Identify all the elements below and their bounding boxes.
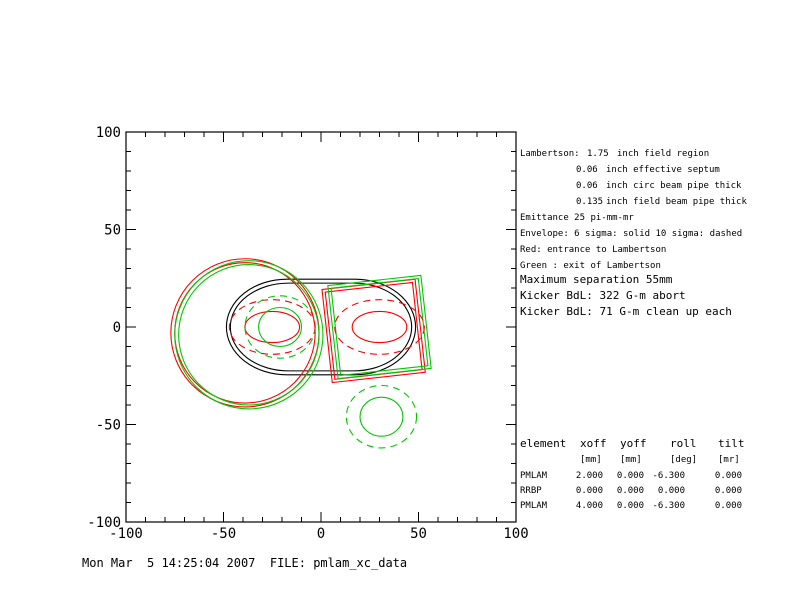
x-tick-label: -100 (109, 526, 143, 542)
table-cell: 0.000 (617, 501, 644, 511)
septum-value: 0.06 (576, 165, 598, 175)
field-beam-pipe-exit-outer (174, 260, 324, 410)
x-tick-label: 0 (317, 526, 325, 542)
extracted-beam-entrance-10-sigma (334, 299, 425, 355)
envelope-text: Envelope: 6 sigma: solid 10 sigma: dashe… (520, 229, 742, 239)
table-cell: PMLAM (520, 501, 548, 511)
y-tick-label: 50 (104, 223, 121, 239)
y-tick-label: 0 (113, 320, 121, 336)
field-pipe-value: 0.135 (576, 197, 603, 207)
table-cell: -6.300 (652, 471, 685, 481)
x-tick-label: 50 (410, 526, 427, 542)
extracted-beam-entrance-6-sigma (351, 310, 408, 344)
septum-unit: inch effective septum (606, 165, 720, 175)
table-header: tilt (718, 437, 745, 450)
circ-pipe-unit: inch circ beam pipe thick (606, 181, 742, 191)
timestamp: Mon Mar 5 14:25:04 2007 (82, 556, 256, 570)
field-beam-pipe-exit-inner (178, 264, 320, 406)
table-cell: 0.000 (658, 486, 685, 496)
table-unit: [mm] (580, 455, 602, 465)
circulating-beam-exit-6-sigma (258, 306, 303, 348)
y-tick-label: -50 (96, 418, 121, 434)
file-name: pmlam_xc_data (313, 556, 408, 570)
table-cell: 0.000 (715, 486, 742, 496)
table-cell: RRBP (520, 486, 542, 496)
lambertson-unit: inch field region (617, 149, 709, 159)
annotation-block: Lambertson: 1.75 inch field region 0.06 … (520, 149, 747, 318)
lambertson-label: Lambertson: (520, 149, 580, 159)
lambertson-value: 1.75 (587, 149, 609, 159)
file-label: FILE: (269, 556, 306, 570)
table-unit: [mm] (620, 455, 642, 465)
y-tick-label: 100 (96, 125, 121, 141)
x-tick-label: -50 (211, 526, 236, 542)
field-pipe-unit: inch field beam pipe thick (606, 197, 747, 207)
table-unit: [deg] (670, 455, 697, 465)
circulating-beam-10-sigma (228, 299, 316, 355)
circulating-beam-pipe-outer (225, 278, 417, 376)
field-beam-pipe-entrance-outer (170, 258, 320, 408)
table-header: roll (670, 437, 697, 450)
table-unit: [mr] (718, 455, 740, 465)
plot-frame (125, 131, 517, 523)
table-cell: 4.000 (576, 501, 603, 511)
emittance-text: Emittance 25 pi-mm-mr (520, 213, 634, 223)
green-legend-text: Green : exit of Lambertson (520, 261, 661, 271)
circulating-beam-exit-10-sigma (244, 295, 316, 359)
x-tick-labels: -100 -50 0 50 100 (109, 526, 529, 542)
x-tick-label: 100 (503, 526, 528, 542)
lambertson-field-region-entrance-outer (321, 278, 426, 384)
element-table: element xoff yoff roll tilt [mm] [mm] [deg] [mr]… (520, 437, 745, 511)
y-tick-label: -100 (87, 515, 121, 531)
table-header: yoff (620, 437, 647, 450)
kicker-cleanup-text: Kicker BdL: 71 G-m clean up each (520, 305, 732, 318)
table-cell: 0.000 (617, 471, 644, 481)
y-tick-labels: -100 -50 0 50 100 (87, 125, 121, 531)
footer: Mon Mar 5 14:25:04 2007 FILE: pmlam_xc_d… (82, 556, 407, 570)
table-cell: 0.000 (715, 501, 742, 511)
beam-envelope-shapes (170, 258, 432, 449)
extracted-beam-exit-10-sigma (345, 384, 418, 449)
table-cell: -6.300 (652, 501, 685, 511)
max-separation-text: Maximum separation 55mm (520, 273, 673, 286)
table-header: xoff (580, 437, 607, 450)
lambertson-field-region-exit-outer (327, 274, 432, 380)
table-header: element (520, 437, 566, 450)
circulating-beam-6-sigma (244, 310, 301, 344)
red-legend-text: Red: entrance to Lambertson (520, 245, 666, 255)
table-cell: 0.000 (715, 471, 742, 481)
extracted-beam-exit-6-sigma (359, 396, 404, 437)
table-cell: 0.000 (576, 486, 603, 496)
table-cell: 2.000 (576, 471, 603, 481)
circ-pipe-value: 0.06 (576, 181, 598, 191)
circulating-beam-pipe-inner (229, 282, 413, 372)
axis-ticks (125, 131, 517, 523)
table-cell: 0.000 (617, 486, 644, 496)
kicker-abort-text: Kicker BdL: 322 G-m abort (520, 289, 686, 302)
table-cell: PMLAM (520, 471, 548, 481)
